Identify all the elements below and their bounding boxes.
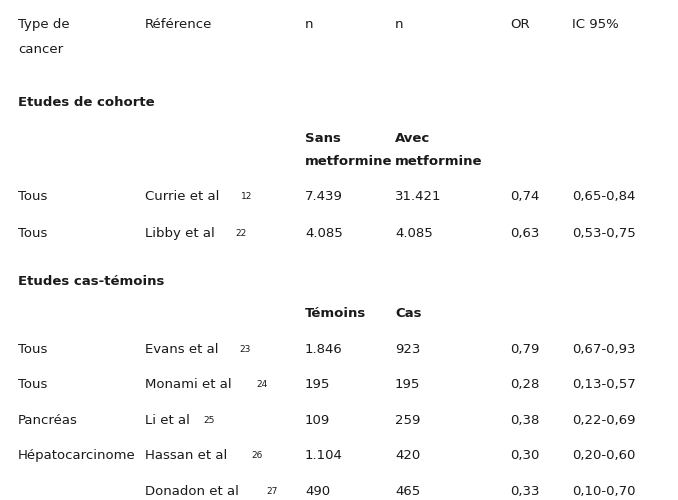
Text: 26: 26	[251, 451, 262, 460]
Text: 0,20-0,60: 0,20-0,60	[572, 450, 635, 462]
Text: 1.846: 1.846	[305, 343, 343, 356]
Text: 259: 259	[395, 414, 420, 427]
Text: 0,67-0,93: 0,67-0,93	[572, 343, 635, 356]
Text: 195: 195	[305, 378, 330, 392]
Text: n: n	[395, 18, 403, 31]
Text: 0,28: 0,28	[510, 378, 540, 392]
Text: Cas: Cas	[395, 308, 422, 320]
Text: 0,10-0,70: 0,10-0,70	[572, 485, 635, 498]
Text: 0,74: 0,74	[510, 190, 540, 203]
Text: 195: 195	[395, 378, 420, 392]
Text: 23: 23	[240, 344, 252, 354]
Text: 465: 465	[395, 485, 420, 498]
Text: Donadon et al: Donadon et al	[145, 485, 239, 498]
Text: Tous: Tous	[18, 228, 47, 240]
Text: Tous: Tous	[18, 190, 47, 203]
Text: Currie et al: Currie et al	[145, 190, 220, 203]
Text: 0,22-0,69: 0,22-0,69	[572, 414, 635, 427]
Text: Pancréas: Pancréas	[18, 414, 78, 427]
Text: 109: 109	[305, 414, 330, 427]
Text: 27: 27	[266, 486, 277, 496]
Text: Sans: Sans	[305, 132, 341, 144]
Text: Monami et al: Monami et al	[145, 378, 232, 392]
Text: IC 95%: IC 95%	[572, 18, 619, 31]
Text: Avec: Avec	[395, 132, 431, 144]
Text: Tous: Tous	[18, 378, 47, 392]
Text: 1.104: 1.104	[305, 450, 343, 462]
Text: cancer: cancer	[18, 43, 63, 56]
Text: 7.439: 7.439	[305, 190, 343, 203]
Text: 4.085: 4.085	[395, 228, 433, 240]
Text: 0,38: 0,38	[510, 414, 540, 427]
Text: 4.085: 4.085	[305, 228, 343, 240]
Text: 22: 22	[235, 229, 246, 238]
Text: metformine: metformine	[305, 154, 393, 168]
Text: Hépatocarcinome: Hépatocarcinome	[18, 450, 136, 462]
Text: 0,79: 0,79	[510, 343, 540, 356]
Text: OR: OR	[510, 18, 530, 31]
Text: 24: 24	[257, 380, 268, 389]
Text: 0,33: 0,33	[510, 485, 540, 498]
Text: 490: 490	[305, 485, 330, 498]
Text: 0,30: 0,30	[510, 450, 540, 462]
Text: Référence: Référence	[145, 18, 212, 31]
Text: Hassan et al: Hassan et al	[145, 450, 227, 462]
Text: Evans et al: Evans et al	[145, 343, 218, 356]
Text: 0,13-0,57: 0,13-0,57	[572, 378, 636, 392]
Text: 31.421: 31.421	[395, 190, 441, 203]
Text: n: n	[305, 18, 313, 31]
Text: 420: 420	[395, 450, 420, 462]
Text: 923: 923	[395, 343, 420, 356]
Text: 0,65-0,84: 0,65-0,84	[572, 190, 635, 203]
Text: Etudes cas-témoins: Etudes cas-témoins	[18, 276, 164, 288]
Text: Li et al: Li et al	[145, 414, 190, 427]
Text: Tous: Tous	[18, 343, 47, 356]
Text: 0,63: 0,63	[510, 228, 540, 240]
Text: metformine: metformine	[395, 154, 483, 168]
Text: 0,53-0,75: 0,53-0,75	[572, 228, 636, 240]
Text: 25: 25	[203, 416, 214, 424]
Text: Libby et al: Libby et al	[145, 228, 215, 240]
Text: 12: 12	[241, 192, 252, 201]
Text: Etudes de cohorte: Etudes de cohorte	[18, 96, 155, 109]
Text: Témoins: Témoins	[305, 308, 366, 320]
Text: Type de: Type de	[18, 18, 70, 31]
